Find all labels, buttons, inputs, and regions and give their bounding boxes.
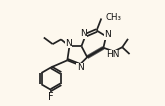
Text: N: N	[80, 29, 86, 38]
Text: N: N	[77, 63, 84, 73]
Text: N: N	[105, 30, 111, 39]
Text: HN: HN	[107, 50, 120, 59]
Text: N: N	[65, 39, 72, 48]
Text: F: F	[48, 92, 54, 102]
Text: CH₃: CH₃	[105, 13, 121, 22]
